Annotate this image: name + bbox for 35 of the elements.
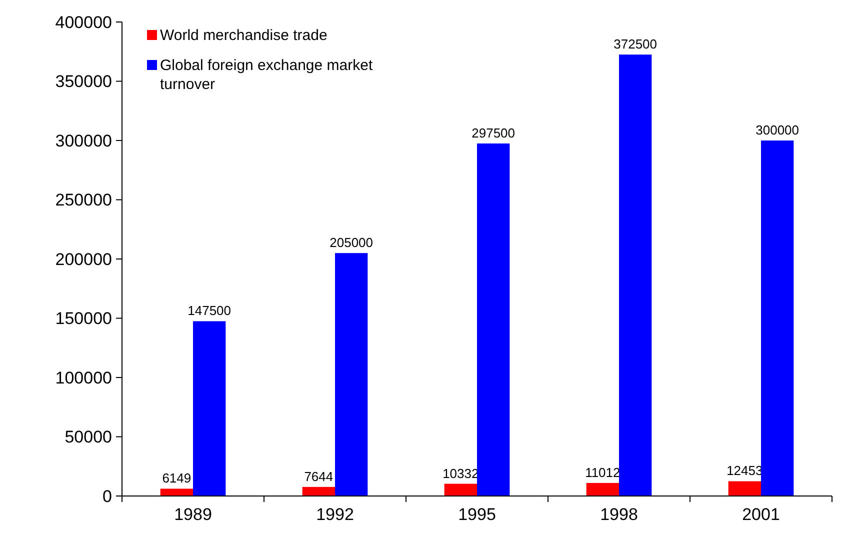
- bar: [193, 321, 226, 496]
- y-tick-label: 50000: [64, 428, 112, 447]
- bar: [728, 481, 761, 496]
- y-tick-label: 200000: [55, 250, 112, 269]
- y-tick-label: 350000: [55, 72, 112, 92]
- bar: [586, 482, 619, 496]
- y-tick-label: 250000: [55, 190, 112, 210]
- bar: [444, 484, 477, 496]
- bar: [761, 140, 794, 496]
- data-label: 7644: [304, 468, 334, 484]
- bar: [302, 486, 335, 496]
- y-tick-label: 400000: [55, 12, 112, 32]
- bar: [335, 253, 368, 496]
- y-tick-label: 100000: [55, 368, 112, 388]
- bar: [619, 54, 652, 496]
- data-label: 297500: [472, 125, 516, 140]
- data-label: 11012: [585, 464, 620, 480]
- x-tick-label: 1992: [316, 505, 354, 524]
- bar: [160, 488, 193, 496]
- data-label: 372500: [614, 36, 658, 52]
- y-tick-label: 300000: [55, 131, 112, 150]
- x-tick-label: 1995: [458, 505, 496, 524]
- data-label: 10332: [442, 466, 479, 481]
- data-label: 205000: [330, 235, 374, 250]
- y-tick-label: 150000: [55, 309, 112, 328]
- y-tick-label: 0: [102, 486, 112, 506]
- x-tick-label: 1998: [600, 505, 638, 524]
- legend-label: Global foreign exchange market turnover: [160, 57, 374, 93]
- x-tick-label: 2001: [742, 505, 780, 524]
- legend-label: World merchandise trade: [160, 27, 328, 44]
- data-label: 147500: [188, 303, 232, 318]
- x-tick-label: 1989: [174, 505, 212, 524]
- data-label: 6149: [162, 470, 192, 486]
- bar: [477, 143, 510, 496]
- data-label: 300000: [756, 122, 800, 138]
